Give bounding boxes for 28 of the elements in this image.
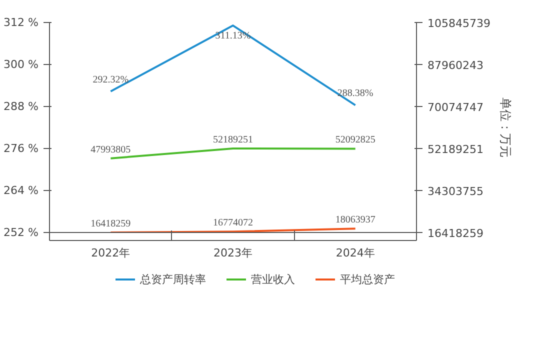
x-tick-label: 2022年 [91, 246, 130, 260]
y2-tick-label: 87960243 [428, 59, 484, 72]
data-label: 288.38% [337, 88, 374, 100]
y-tick-label: 264 % [4, 184, 39, 197]
legend-label: 平均总资产 [340, 272, 395, 286]
data-label: 52092825 [335, 134, 376, 146]
data-label: 18063937 [335, 214, 376, 226]
y2-tick-label: 34303755 [428, 185, 484, 198]
y2-tick-label: 52189251 [428, 143, 484, 156]
x-tick-label: 2023年 [214, 246, 253, 260]
y2-axis-title: 单位：万元 [498, 98, 512, 158]
data-label: 16774072 [213, 218, 253, 229]
y-tick-label: 312 % [4, 16, 39, 29]
data-label: 47993805 [90, 144, 131, 156]
y-tick-label: 252 % [4, 226, 39, 239]
x-tick-label: 2024年 [336, 246, 375, 260]
data-label: 292.32% [92, 74, 129, 86]
data-label: 52189251 [213, 134, 253, 146]
data-label: 311.13% [215, 30, 251, 42]
legend-label: 总资产周转率 [140, 272, 206, 286]
y-tick-label: 288 % [4, 100, 39, 113]
y-tick-label: 276 % [4, 142, 39, 155]
y2-tick-label: 16418259 [428, 227, 484, 240]
y2-tick-label: 105845739 [428, 17, 490, 30]
y2-tick-label: 70074747 [428, 101, 484, 114]
legend-label: 营业收入 [251, 272, 295, 286]
data-label: 16418259 [90, 218, 131, 230]
y-tick-label: 300 % [4, 58, 39, 71]
